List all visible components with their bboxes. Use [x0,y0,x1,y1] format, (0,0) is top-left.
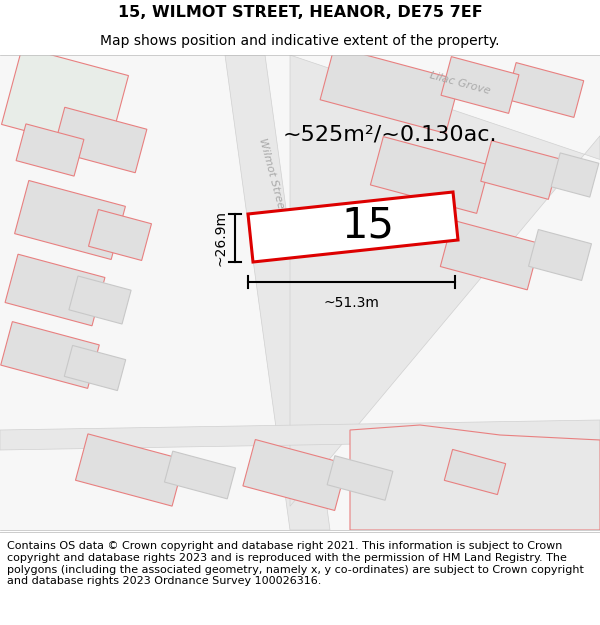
Polygon shape [320,47,460,133]
Polygon shape [327,456,393,500]
Text: 15, WILMOT STREET, HEANOR, DE75 7EF: 15, WILMOT STREET, HEANOR, DE75 7EF [118,4,482,19]
Polygon shape [69,276,131,324]
Polygon shape [441,57,519,113]
Polygon shape [53,107,147,172]
Polygon shape [0,55,600,530]
Polygon shape [0,420,600,450]
Polygon shape [1,322,99,388]
Polygon shape [506,62,584,118]
Polygon shape [64,346,126,391]
Polygon shape [225,55,330,530]
Polygon shape [551,153,599,197]
Polygon shape [16,124,84,176]
Polygon shape [529,229,592,281]
Polygon shape [494,441,566,495]
Polygon shape [350,425,600,530]
Text: Map shows position and indicative extent of the property.: Map shows position and indicative extent… [100,34,500,48]
Polygon shape [371,438,460,502]
Polygon shape [2,47,128,153]
Text: ~525m²/~0.130ac.: ~525m²/~0.130ac. [283,125,497,145]
Text: 15: 15 [341,204,395,246]
Polygon shape [76,434,185,506]
Polygon shape [440,220,539,290]
Text: ~26.9m: ~26.9m [213,210,227,266]
Polygon shape [444,449,506,494]
Text: Lilac Grove: Lilac Grove [428,70,491,96]
Polygon shape [5,254,105,326]
Text: Wilmot Street: Wilmot Street [257,136,287,214]
Polygon shape [370,137,490,213]
Polygon shape [290,55,600,506]
Polygon shape [89,209,151,261]
Polygon shape [248,192,458,262]
Polygon shape [14,181,125,259]
Text: Contains OS data © Crown copyright and database right 2021. This information is : Contains OS data © Crown copyright and d… [7,541,584,586]
Polygon shape [243,439,347,511]
Text: ~51.3m: ~51.3m [323,296,379,310]
Polygon shape [481,141,559,199]
Polygon shape [164,451,236,499]
